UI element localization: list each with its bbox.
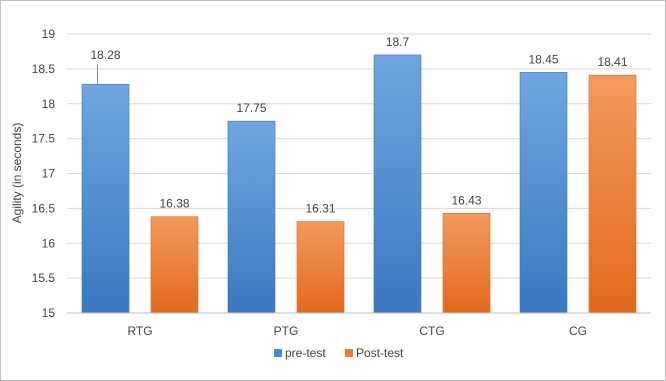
pre-test-bar	[373, 54, 422, 314]
y-tick-label: 17.5	[32, 132, 56, 146]
data-label: 16.38	[159, 197, 189, 211]
x-tick-label: RTG	[127, 324, 152, 338]
y-axis-label: Agility (in seconds)	[10, 123, 24, 224]
x-axis-ticks: RTG PTG CTG CG	[67, 312, 651, 338]
legend-swatch	[274, 349, 282, 357]
y-tick-label: 18	[42, 97, 56, 111]
legend-label: pre-test	[285, 346, 326, 360]
data-label: 16.31	[305, 202, 335, 216]
y-axis-ticks: 15 15.5 16 16.5 17 17.5 18 18.5 19	[32, 27, 56, 320]
x-tick-label: PTG	[274, 324, 299, 338]
y-tick-label: 18.5	[32, 62, 56, 76]
post-test-bar	[588, 74, 637, 314]
y-tick-label: 16.5	[32, 201, 56, 215]
x-tick-label: CG	[569, 324, 587, 338]
post-test-bar	[296, 221, 345, 314]
pre-test-bar	[227, 120, 276, 314]
data-label: 18.7	[386, 35, 410, 49]
y-tick-label: 16	[42, 236, 56, 250]
legend-swatch	[345, 349, 353, 357]
y-tick-label: 17	[42, 167, 56, 181]
y-tick-label: 19	[42, 27, 56, 41]
data-label: 18.41	[597, 55, 627, 69]
post-test-bar	[442, 212, 491, 314]
data-label: 16.43	[451, 193, 481, 207]
data-label: 18.28	[90, 48, 120, 62]
legend-item-post-test: Post-test	[345, 346, 404, 360]
post-test-bar	[150, 216, 199, 314]
pre-test-bar	[519, 72, 568, 314]
legend-item-pre-test: pre-test	[274, 346, 326, 360]
data-label: 17.75	[236, 101, 266, 115]
y-tick-label: 15	[42, 306, 56, 320]
x-tick-label: CTG	[419, 324, 444, 338]
legend-label: Post-test	[356, 346, 404, 360]
y-tick-label: 15.5	[32, 271, 56, 285]
bars	[81, 54, 637, 314]
data-label: 18.45	[528, 52, 558, 66]
pre-test-bar	[81, 83, 130, 314]
data-labels: 18.28 16.38 17.75 16.31 18.7 16.43 18.45 18.41	[90, 35, 627, 216]
legend: pre-test Post-test	[274, 346, 404, 360]
